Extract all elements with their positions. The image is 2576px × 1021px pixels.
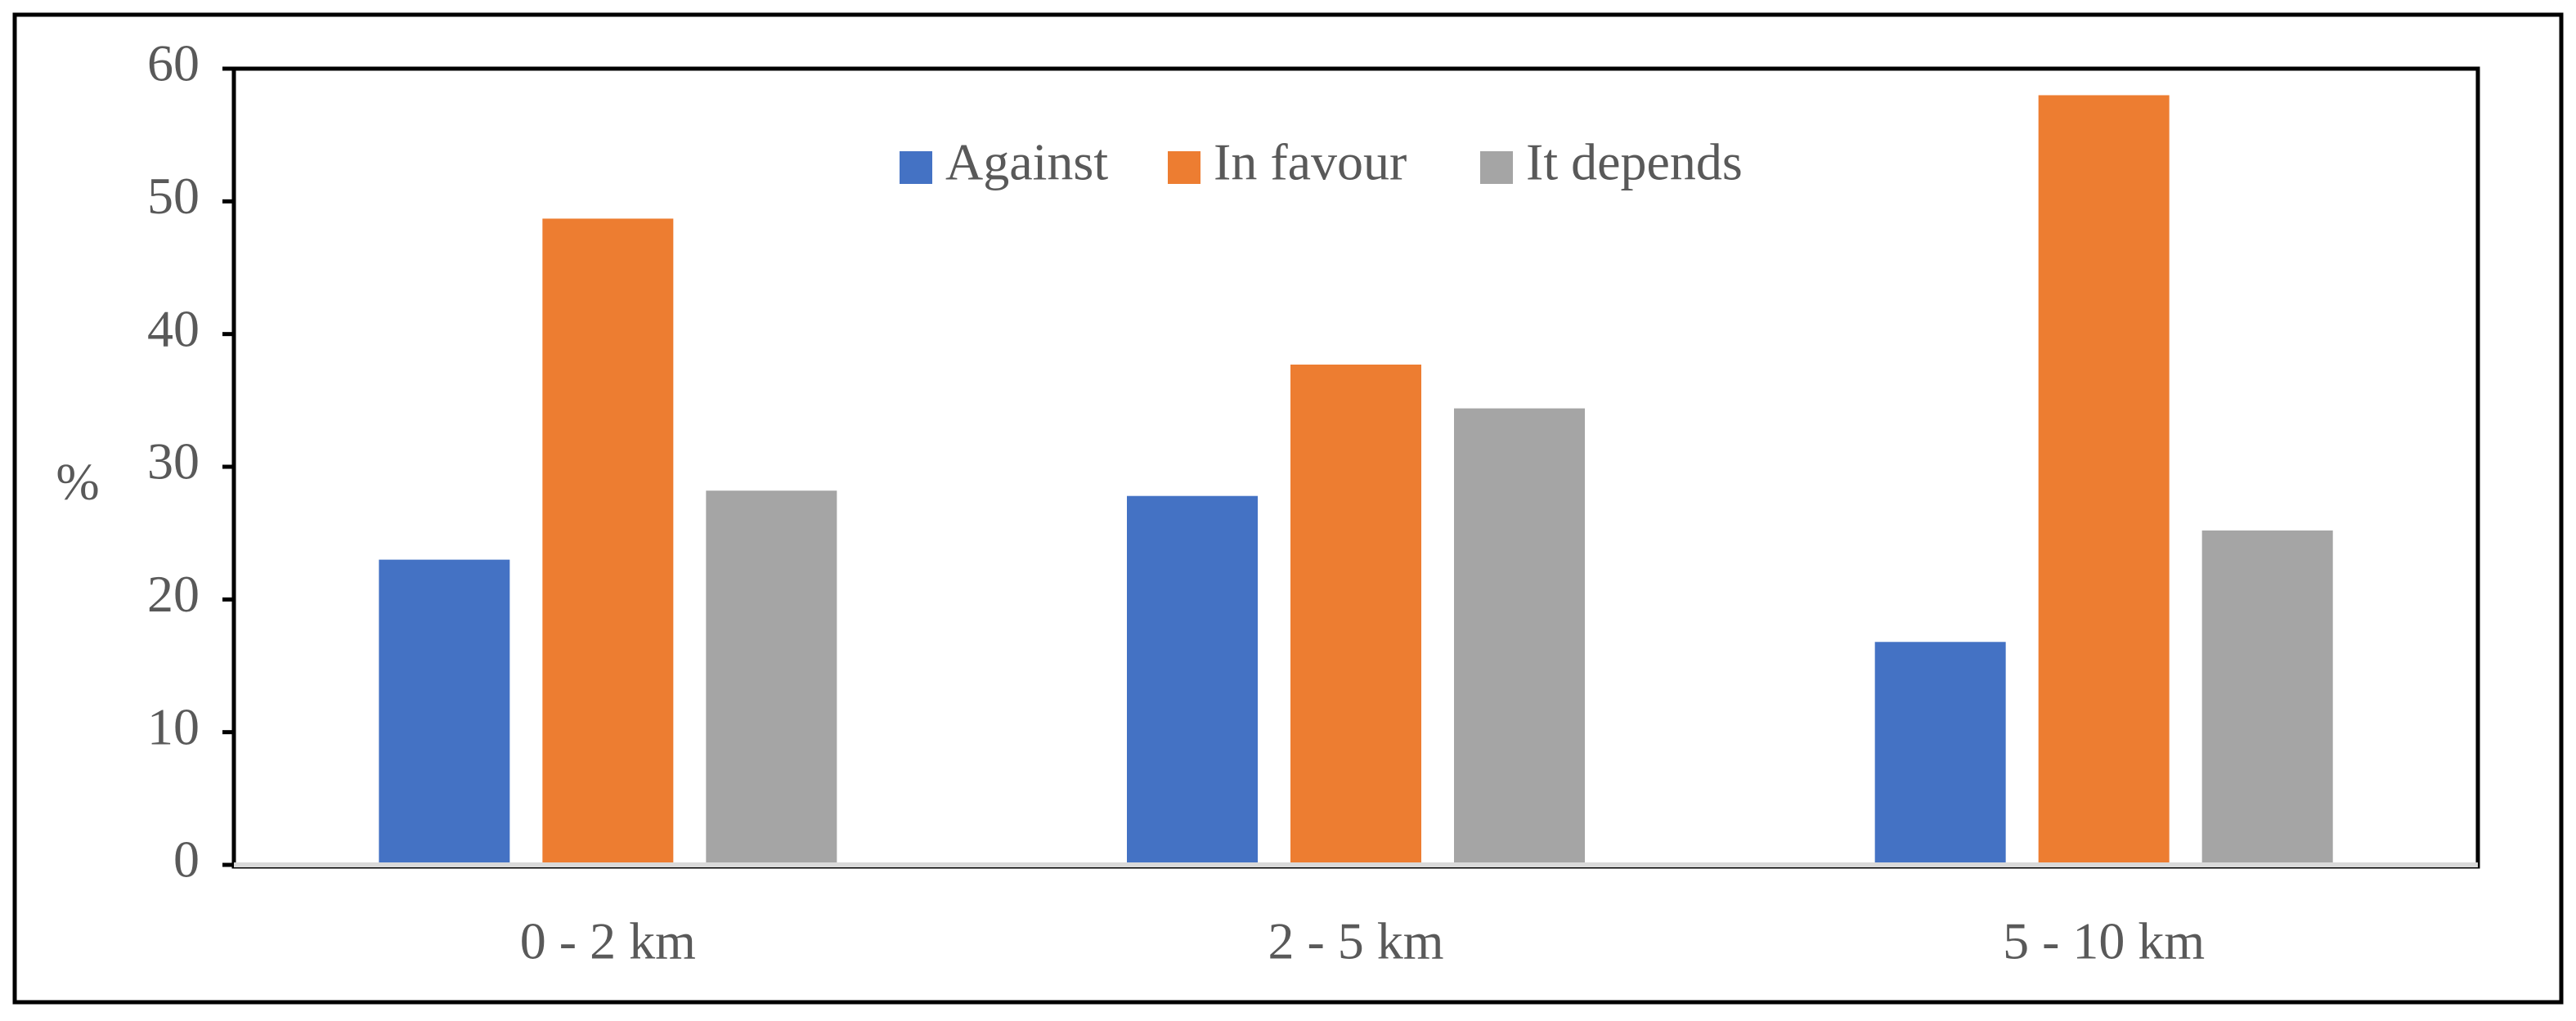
bar-it-depends-2 [1454, 408, 1585, 865]
y-ticks-layer: 0 10 20 30 40 50 60 [147, 34, 234, 889]
bar-in-favour-1 [542, 218, 674, 866]
bar-against-2 [1127, 495, 1258, 865]
bars-layer [379, 95, 2333, 866]
bar-in-favour-3 [2038, 95, 2170, 865]
x-category-label: 5 - 10 km [2003, 912, 2205, 970]
y-tick-label: 50 [147, 167, 200, 225]
legend-swatch-it-depends [1480, 151, 1513, 184]
bar-it-depends-1 [706, 490, 837, 865]
y-tick-label: 40 [147, 299, 200, 357]
legend-label-in-favour: In favour [1214, 133, 1407, 191]
x-categories-layer: 0 - 2 km 2 - 5 km 5 - 10 km [520, 912, 2205, 970]
legend-label-it-depends: It depends [1526, 133, 1743, 191]
y-tick-label: 10 [147, 697, 200, 755]
legend-swatch-against [900, 151, 932, 184]
bar-against-1 [379, 559, 510, 865]
y-tick-label: 20 [147, 565, 200, 623]
bar-against-3 [1874, 642, 2006, 865]
y-tick-label: 60 [147, 34, 200, 92]
bar-it-depends-3 [2201, 530, 2333, 865]
x-category-label: 0 - 2 km [520, 912, 696, 970]
legend-swatch-in-favour [1168, 151, 1200, 184]
legend-label-against: Against [945, 133, 1108, 191]
x-category-label: 2 - 5 km [1268, 912, 1443, 970]
y-axis-title: % [56, 453, 99, 511]
y-tick-label: 0 [173, 831, 200, 889]
y-tick-label: 30 [147, 432, 200, 490]
legend: Against In favour It depends [900, 133, 1743, 191]
bar-in-favour-2 [1290, 365, 1421, 866]
